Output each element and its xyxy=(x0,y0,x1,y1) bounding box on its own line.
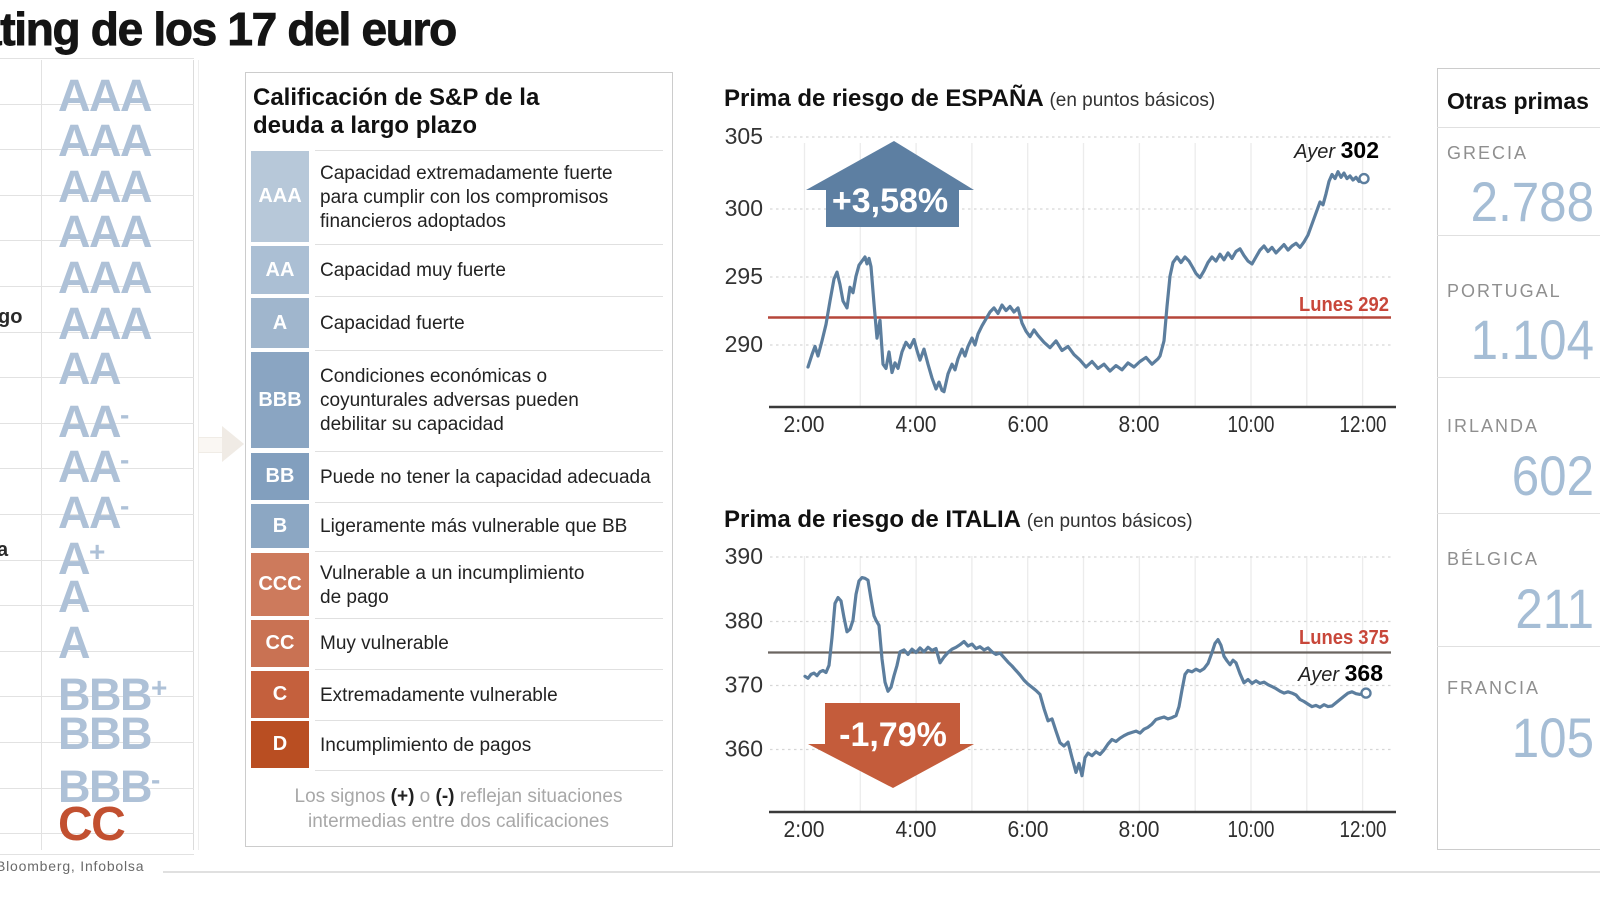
svg-text:295: 295 xyxy=(725,263,763,289)
svg-text:390: 390 xyxy=(725,543,763,569)
svg-text:8:00: 8:00 xyxy=(1119,411,1160,437)
svg-text:4:00: 4:00 xyxy=(896,816,937,842)
svg-text:305: 305 xyxy=(725,123,763,149)
svg-text:Ayer 302: Ayer 302 xyxy=(1293,137,1379,163)
svg-text:4:00: 4:00 xyxy=(896,411,937,437)
svg-text:Lunes 292: Lunes 292 xyxy=(1299,294,1389,316)
svg-text:10:00: 10:00 xyxy=(1228,816,1275,842)
svg-text:360: 360 xyxy=(725,736,763,762)
svg-text:10:00: 10:00 xyxy=(1228,411,1275,437)
svg-text:6:00: 6:00 xyxy=(1008,816,1049,842)
svg-text:8:00: 8:00 xyxy=(1119,816,1160,842)
svg-text:380: 380 xyxy=(725,608,763,634)
svg-text:Lunes 375: Lunes 375 xyxy=(1299,627,1389,649)
svg-text:Prima de riesgo de ITALIA (en: Prima de riesgo de ITALIA (en puntos bás… xyxy=(724,506,1193,533)
svg-text:290: 290 xyxy=(725,331,763,357)
svg-text:Prima de riesgo de ESPAÑA (en: Prima de riesgo de ESPAÑA (en puntos bás… xyxy=(724,84,1215,112)
svg-text:2:00: 2:00 xyxy=(784,411,825,437)
svg-text:370: 370 xyxy=(725,672,763,698)
svg-text:+3,58%: +3,58% xyxy=(832,182,948,220)
svg-text:2:00: 2:00 xyxy=(784,816,825,842)
svg-text:12:00: 12:00 xyxy=(1340,411,1387,437)
svg-text:300: 300 xyxy=(725,195,763,221)
svg-text:Ayer 368: Ayer 368 xyxy=(1297,660,1383,686)
svg-text:-1,79%: -1,79% xyxy=(839,716,947,754)
svg-text:6:00: 6:00 xyxy=(1008,411,1049,437)
svg-text:12:00: 12:00 xyxy=(1340,816,1387,842)
